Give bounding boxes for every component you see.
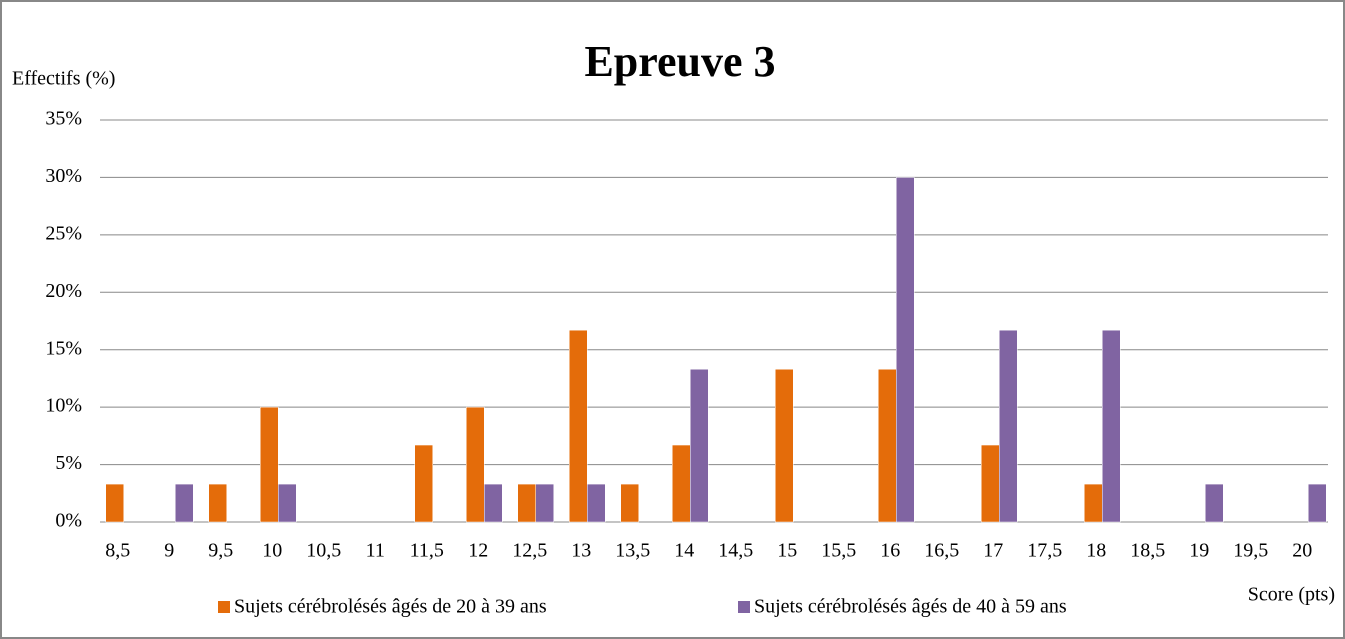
bar [1308, 483, 1327, 523]
y-tick-label: 30% [45, 165, 82, 187]
y-tick-label: 10% [45, 395, 82, 417]
bar [1084, 483, 1103, 523]
bar [896, 177, 915, 523]
x-tick-label: 18 [1086, 540, 1106, 562]
x-tick-label: 16 [880, 540, 900, 562]
y-tick-label: 20% [45, 280, 82, 302]
x-tick-label: 9,5 [208, 540, 233, 562]
bar [587, 483, 606, 523]
bar [535, 483, 554, 523]
y-tick-label: 15% [45, 337, 82, 359]
bar [466, 406, 485, 523]
bar [1102, 329, 1121, 523]
bar [775, 368, 794, 523]
x-tick-label: 13 [571, 540, 591, 562]
x-tick-label: 12,5 [512, 540, 547, 562]
x-tick-label: 15,5 [821, 540, 856, 562]
bar [175, 483, 194, 523]
bar [517, 483, 536, 523]
y-tick-label: 25% [45, 222, 82, 244]
y-tick-label: 0% [55, 510, 82, 532]
y-tick-label: 5% [55, 452, 82, 474]
y-axis-label: Effectifs (%) [12, 68, 115, 90]
legend-swatch [738, 601, 750, 613]
legend-label: Sujets cérébrolésés âgés de 20 à 39 ans [234, 596, 547, 618]
x-tick-label: 19,5 [1233, 540, 1268, 562]
x-tick-label: 17,5 [1027, 540, 1062, 562]
x-tick-label: 15 [777, 540, 797, 562]
bar [278, 483, 297, 523]
x-tick-label: 19 [1189, 540, 1209, 562]
x-tick-label: 10 [262, 540, 282, 562]
bar [208, 483, 227, 523]
bar [569, 329, 588, 523]
bar [672, 444, 691, 523]
bar [690, 368, 709, 523]
x-tick-label: 10,5 [306, 540, 341, 562]
legend-label: Sujets cérébrolésés âgés de 40 à 59 ans [754, 596, 1067, 618]
bar [1205, 483, 1224, 523]
x-tick-label: 11,5 [410, 540, 444, 562]
x-tick-label: 20 [1292, 540, 1312, 562]
x-tick-label: 8,5 [105, 540, 130, 562]
legend-swatch [218, 601, 230, 613]
y-tick-label: 35% [45, 108, 82, 130]
bar [878, 368, 897, 523]
bar [981, 444, 1000, 523]
x-tick-label: 9 [164, 540, 174, 562]
x-tick-label: 13,5 [615, 540, 650, 562]
bar [260, 406, 279, 523]
x-tick-label: 14 [674, 540, 694, 562]
x-axis-label: Score (pts) [1248, 584, 1335, 606]
bar [999, 329, 1018, 523]
chart-title: Epreuve 3 [584, 37, 775, 86]
bar [620, 483, 639, 523]
x-tick-label: 12 [468, 540, 488, 562]
bar [105, 483, 124, 523]
x-tick-label: 16,5 [924, 540, 959, 562]
bar [484, 483, 503, 523]
x-tick-label: 17 [983, 540, 1003, 562]
x-tick-label: 14,5 [718, 540, 753, 562]
bar [414, 444, 433, 523]
x-tick-label: 18,5 [1130, 540, 1165, 562]
x-tick-label: 11 [366, 540, 385, 562]
